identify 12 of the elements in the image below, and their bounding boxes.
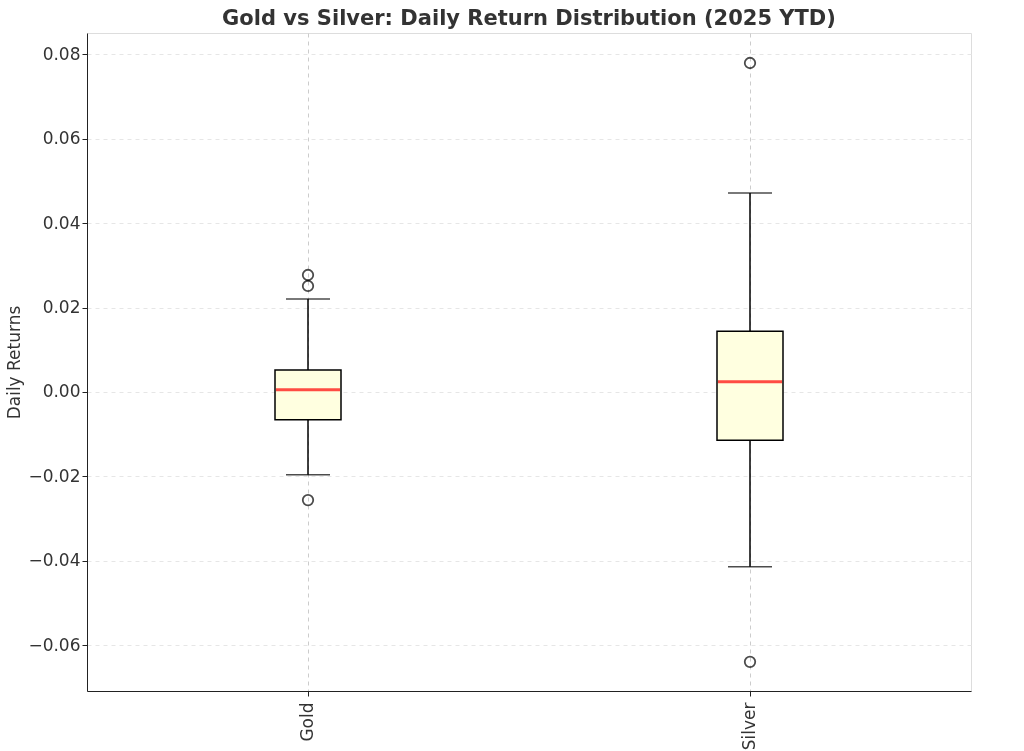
- y-tick-label: −0.04: [28, 550, 81, 571]
- y-tick-label: −0.02: [28, 465, 81, 486]
- x-tick-label: Silver: [739, 702, 759, 751]
- y-tick-label: 0.02: [42, 297, 81, 318]
- y-axis-title: Daily Returns: [4, 305, 25, 420]
- y-tick-label: 0.00: [42, 381, 81, 402]
- y-tick-label: 0.06: [42, 128, 81, 149]
- y-tick-label: −0.06: [28, 634, 81, 655]
- y-tick-label: 0.04: [42, 212, 81, 233]
- x-tick-label: Gold: [297, 702, 317, 742]
- y-tick-label: 0.08: [42, 43, 81, 64]
- chart-title: Gold vs Silver: Daily Return Distribution (2025 YTD): [222, 6, 836, 30]
